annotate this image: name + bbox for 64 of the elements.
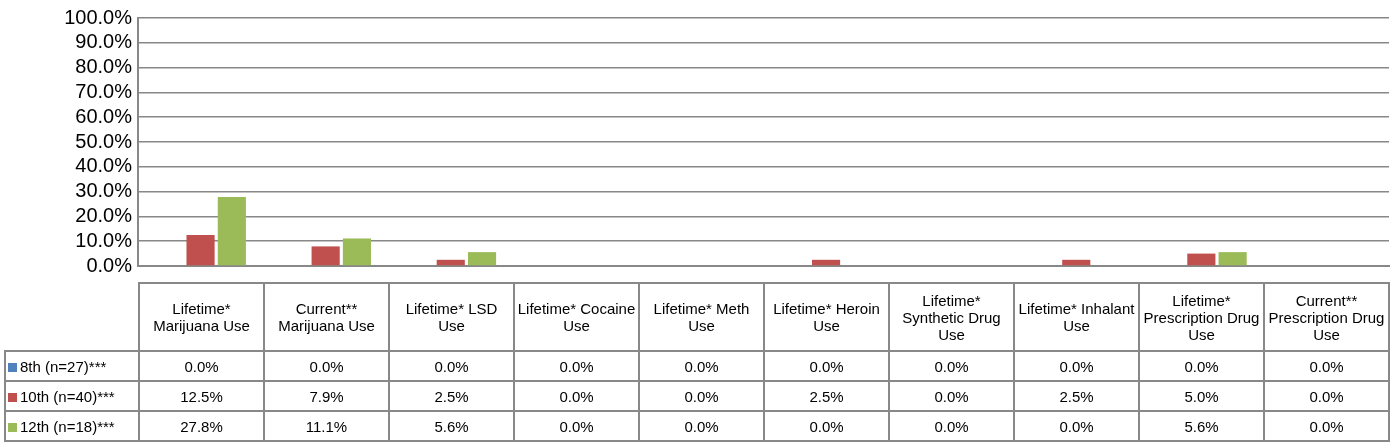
y-tick-label: 10.0% xyxy=(75,228,133,251)
x-tick-label: Lifetime* Synthetic Drug Use xyxy=(889,283,1014,351)
legend-label: 10th (n=40)*** xyxy=(5,381,139,411)
bar xyxy=(311,246,340,266)
bar xyxy=(1218,252,1247,266)
y-tick-label: 50.0% xyxy=(75,129,133,152)
bar xyxy=(1187,253,1216,266)
data-label: 2.5% xyxy=(389,381,514,411)
y-tick-label: 20.0% xyxy=(75,203,133,226)
data-label: 0.0% xyxy=(639,351,764,381)
bar xyxy=(467,252,497,266)
x-tick-label: Lifetime* Prescription Drug Use xyxy=(1139,283,1264,351)
y-tick-label: 90.0% xyxy=(75,30,133,53)
data-label: 2.5% xyxy=(764,381,889,411)
x-tick-label: Lifetime* Heroin Use xyxy=(764,283,889,351)
y-tick-label: 70.0% xyxy=(75,79,133,102)
x-tick-label: Current** Prescription Drug Use xyxy=(1264,283,1389,351)
y-tick-label: 80.0% xyxy=(75,55,133,78)
data-label: 0.0% xyxy=(639,381,764,411)
data-label: 5.6% xyxy=(1139,411,1264,441)
data-label: 0.0% xyxy=(514,381,639,411)
y-tick-label: 30.0% xyxy=(75,179,133,202)
bar xyxy=(217,197,246,266)
data-label: 0.0% xyxy=(514,411,639,441)
y-tick-label: 40.0% xyxy=(75,154,133,177)
data-label: 7.9% xyxy=(264,381,389,411)
x-tick-label: Current** Marijuana Use xyxy=(264,283,389,351)
x-tick-label: Lifetime* Inhalant Use xyxy=(1014,283,1139,351)
data-label: 0.0% xyxy=(514,351,639,381)
bar xyxy=(811,259,841,266)
data-label: 0.0% xyxy=(889,411,1014,441)
data-label: 0.0% xyxy=(389,351,514,381)
data-label: 2.5% xyxy=(1014,381,1139,411)
data-label: 0.0% xyxy=(889,381,1014,411)
data-label: 0.0% xyxy=(889,351,1014,381)
data-label: 0.0% xyxy=(264,351,389,381)
data-label: 5.6% xyxy=(389,411,514,441)
bar xyxy=(186,235,215,266)
data-label: 0.0% xyxy=(1264,381,1389,411)
data-label: 0.0% xyxy=(764,411,889,441)
data-label: 11.1% xyxy=(264,411,389,441)
x-tick-label: Lifetime* Meth Use xyxy=(639,283,764,351)
data-label: 0.0% xyxy=(764,351,889,381)
data-label: 0.0% xyxy=(1264,411,1389,441)
x-tick-label: Lifetime* Marijuana Use xyxy=(139,283,264,351)
x-tick-label: Lifetime* LSD Use xyxy=(389,283,514,351)
data-label: 5.0% xyxy=(1139,381,1264,411)
data-label: 0.0% xyxy=(1014,351,1139,381)
bar xyxy=(1062,259,1091,266)
bar xyxy=(436,259,465,266)
y-tick-label: 60.0% xyxy=(75,104,133,127)
data-label: 0.0% xyxy=(139,351,264,381)
legend-label: 12th (n=18)*** xyxy=(5,411,139,441)
data-label: 0.0% xyxy=(639,411,764,441)
bar xyxy=(342,238,371,266)
y-tick-label: 100.0% xyxy=(64,5,133,28)
data-label: 27.8% xyxy=(139,411,264,441)
data-label: 0.0% xyxy=(1014,411,1139,441)
data-label: 0.0% xyxy=(1139,351,1264,381)
x-tick-label: Lifetime* Cocaine Use xyxy=(514,283,639,351)
data-label: 12.5% xyxy=(139,381,264,411)
data-label: 0.0% xyxy=(1264,351,1389,381)
y-tick-label: 0.0% xyxy=(86,253,133,276)
legend-label: 8th (n=27)*** xyxy=(5,351,139,381)
